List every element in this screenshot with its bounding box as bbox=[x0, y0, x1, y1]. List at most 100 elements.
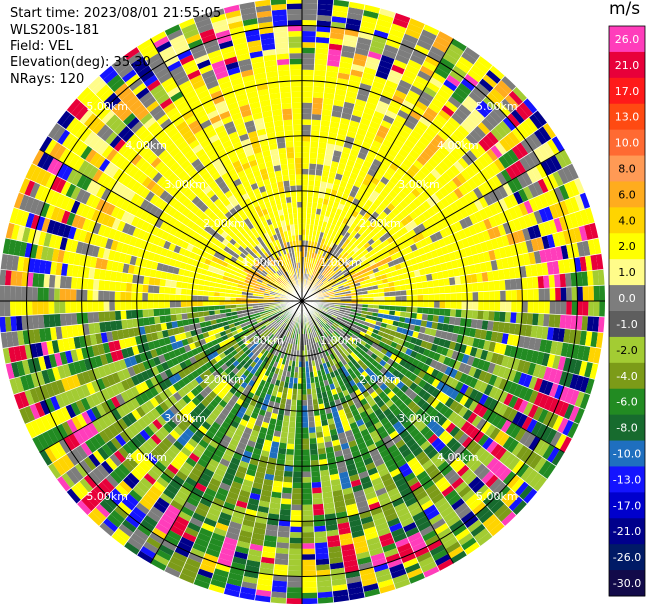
range-gate-cell bbox=[410, 282, 418, 290]
range-gate-cell bbox=[599, 285, 605, 301]
range-gate-cell bbox=[329, 269, 335, 276]
range-gate-cell bbox=[311, 202, 318, 209]
range-gate-cell bbox=[363, 107, 376, 116]
range-gate-cell bbox=[368, 249, 376, 256]
range-gate-cell bbox=[323, 280, 329, 285]
range-gate-cell bbox=[357, 151, 367, 161]
range-gate-cell bbox=[302, 102, 313, 109]
range-gate-cell bbox=[286, 0, 302, 4]
range-gate-cell bbox=[302, 460, 311, 467]
range-gate-cell bbox=[446, 74, 461, 88]
range-gate-cell bbox=[584, 224, 593, 241]
range-gate-cell bbox=[380, 119, 393, 130]
range-gate-cell bbox=[535, 263, 544, 277]
range-gate-cell bbox=[295, 179, 302, 186]
range-gate-cell bbox=[421, 281, 429, 289]
range-gate-cell bbox=[404, 139, 416, 150]
range-gate-cell bbox=[340, 152, 350, 160]
range-gate-cell bbox=[292, 471, 302, 478]
range-gate-cell bbox=[343, 224, 351, 232]
range-gate-cell bbox=[469, 129, 483, 143]
range-gate-cell bbox=[488, 215, 498, 228]
range-gate-cell bbox=[233, 178, 242, 187]
range-gate-cell bbox=[286, 202, 293, 209]
range-gate-cell bbox=[584, 207, 595, 224]
range-gate-cell bbox=[364, 252, 372, 259]
range-gate-cell bbox=[455, 284, 462, 293]
range-gate-cell bbox=[528, 113, 543, 130]
ray-separator bbox=[301, 18, 411, 302]
range-gate-cell bbox=[333, 94, 346, 102]
range-gate-cell bbox=[417, 222, 427, 233]
range-gate-cell bbox=[422, 244, 431, 254]
range-gate-cell bbox=[213, 301, 220, 306]
range-gate-cell bbox=[378, 288, 385, 293]
range-gate-cell bbox=[429, 45, 446, 58]
range-gate-cell bbox=[449, 164, 461, 177]
range-gate-cell bbox=[37, 301, 44, 315]
range-gate-cell bbox=[285, 448, 295, 456]
ray-separator bbox=[301, 237, 599, 302]
range-gate-cell bbox=[468, 201, 479, 214]
range-gate-cell bbox=[131, 301, 137, 310]
range-gate-cell bbox=[265, 70, 279, 78]
range-gate-cell bbox=[473, 199, 484, 211]
range-gate-cell bbox=[315, 272, 320, 278]
range-gate-cell bbox=[92, 290, 99, 301]
range-gate-cell bbox=[323, 159, 332, 167]
range-gate-cell bbox=[334, 144, 344, 152]
ray-separator bbox=[301, 97, 528, 302]
range-gate-cell bbox=[448, 251, 457, 262]
range-gate-cell bbox=[302, 157, 310, 164]
range-gate-cell bbox=[244, 185, 253, 194]
range-gate-cell bbox=[315, 169, 323, 176]
range-gate-cell bbox=[387, 33, 403, 44]
range-gate-cell bbox=[302, 36, 316, 43]
range-gate-cell bbox=[292, 482, 302, 489]
range-gate-cell bbox=[412, 249, 421, 258]
range-gate-cell bbox=[390, 23, 407, 34]
range-gate-cell bbox=[372, 226, 380, 235]
range-gate-cell bbox=[360, 165, 370, 174]
range-gate-cell bbox=[270, 103, 282, 111]
range-gate-cell bbox=[262, 150, 272, 158]
range-gate-cell bbox=[451, 112, 465, 125]
ray-separator bbox=[208, 12, 303, 302]
range-gate-cell bbox=[263, 232, 270, 239]
range-gate-cell bbox=[242, 18, 259, 27]
range-gate-cell bbox=[266, 132, 277, 140]
range-gate-cell bbox=[423, 146, 435, 158]
range-gate-cell bbox=[486, 92, 501, 107]
range-gate-cell bbox=[264, 121, 275, 129]
range-gate-cell bbox=[341, 45, 356, 54]
range-gate-cell bbox=[273, 25, 288, 33]
range-gate-cell bbox=[562, 229, 572, 245]
range-gate-cell bbox=[180, 294, 187, 301]
range-gate-cell bbox=[466, 235, 475, 247]
range-gate-cell bbox=[399, 284, 407, 291]
range-gate-cell bbox=[302, 537, 315, 544]
range-gate-cell bbox=[554, 273, 561, 288]
range-gate-cell bbox=[316, 203, 323, 210]
range-gate-cell bbox=[432, 279, 439, 288]
range-gate-cell bbox=[281, 260, 287, 267]
range-gate-cell bbox=[189, 74, 204, 86]
range-gate-cell bbox=[289, 64, 302, 70]
range-gate-cell bbox=[37, 273, 45, 288]
range-gate-cell bbox=[310, 213, 316, 220]
range-gate-cell bbox=[424, 266, 432, 275]
range-gate-cell bbox=[435, 200, 446, 211]
range-gate-cell bbox=[422, 176, 434, 187]
range-gate-cell bbox=[351, 253, 358, 260]
range-gate-cell bbox=[495, 258, 504, 270]
range-gate-cell bbox=[493, 200, 504, 214]
range-gate-cell bbox=[456, 124, 470, 138]
range-gate-cell bbox=[241, 180, 251, 189]
range-gate-cell bbox=[354, 133, 366, 142]
range-gate-cell bbox=[490, 127, 504, 142]
range-gate-cell bbox=[419, 238, 428, 248]
range-gate-cell bbox=[373, 110, 385, 120]
range-gate-cell bbox=[204, 104, 217, 115]
range-gate-cell bbox=[438, 286, 446, 294]
range-gate-cell bbox=[258, 94, 271, 102]
